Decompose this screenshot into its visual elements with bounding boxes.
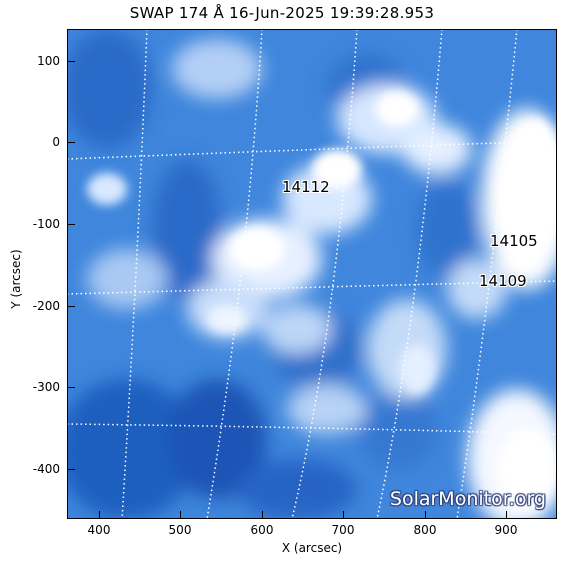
watermark: SolarMonitor.org	[389, 488, 546, 510]
x-tick-label: 700	[331, 523, 355, 537]
y-tick-label: 100	[37, 54, 60, 68]
x-tick-label: 800	[413, 523, 437, 537]
y-tick-label: -200	[32, 299, 60, 313]
y-tick-label: -300	[32, 380, 60, 394]
y-tick-label: 0	[52, 135, 60, 149]
y-tick-mark	[67, 142, 75, 143]
x-tick-label: 400	[87, 523, 111, 537]
y-axis-title: Y (arcsec)	[9, 249, 23, 309]
active-region-label: 14109	[479, 272, 527, 290]
x-tick-mark	[343, 511, 344, 519]
y-tick-mark	[67, 306, 75, 307]
y-tick-mark	[67, 469, 75, 470]
x-tick-label: 500	[168, 523, 192, 537]
solar-image	[67, 29, 557, 519]
x-tick-mark	[506, 511, 507, 519]
active-region-label: 14105	[490, 232, 538, 250]
x-tick-mark	[99, 511, 100, 519]
y-tick-label: -100	[32, 217, 60, 231]
x-tick-mark	[425, 511, 426, 519]
x-tick-label: 900	[494, 523, 518, 537]
y-tick-mark	[67, 224, 75, 225]
solar-euv-image	[67, 29, 557, 519]
y-tick-label: -400	[32, 462, 60, 476]
y-tick-mark	[67, 61, 75, 62]
active-region-label: 14112	[282, 178, 330, 196]
x-tick-mark	[180, 511, 181, 519]
image-title: SWAP 174 Å 16-Jun-2025 19:39:28.953	[129, 4, 435, 22]
x-axis-title: X (arcsec)	[281, 541, 343, 555]
coordinate-grid	[67, 29, 557, 519]
x-tick-mark	[262, 511, 263, 519]
y-tick-mark	[67, 387, 75, 388]
x-tick-label: 600	[250, 523, 274, 537]
